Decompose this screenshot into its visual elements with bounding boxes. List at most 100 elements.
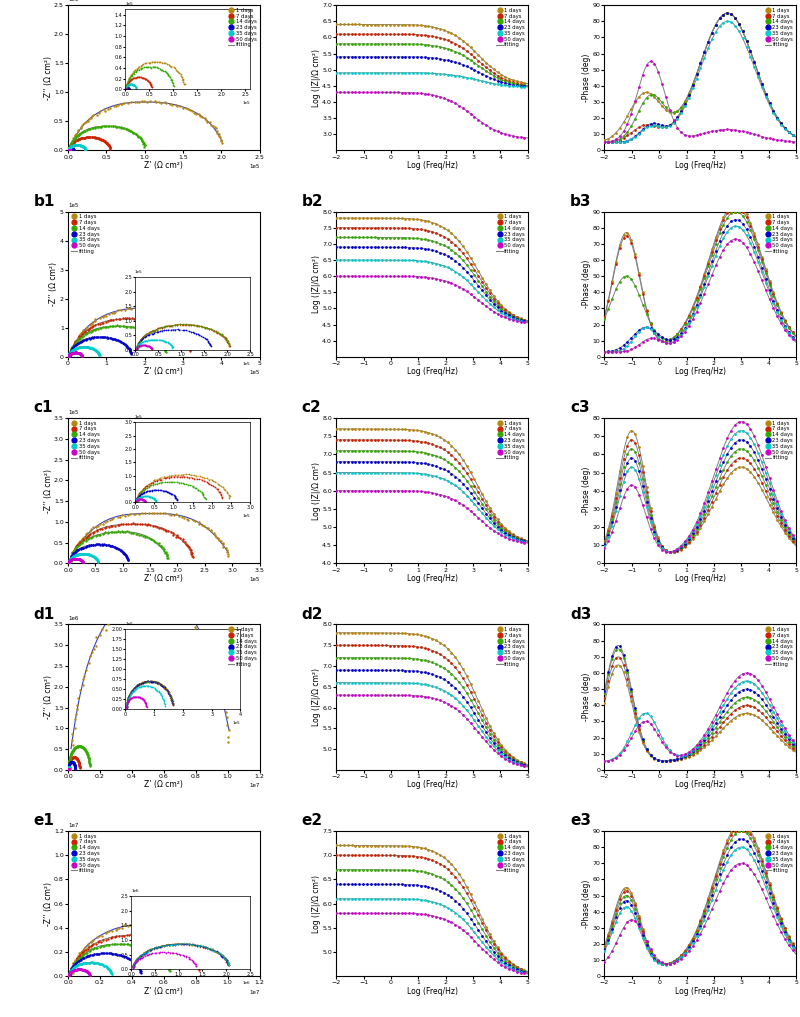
Point bbox=[102, 937, 114, 953]
Point bbox=[71, 948, 84, 964]
Point bbox=[414, 65, 427, 81]
Point bbox=[767, 714, 780, 730]
Point bbox=[426, 457, 438, 473]
Point bbox=[106, 518, 118, 534]
Point bbox=[63, 347, 76, 363]
Point bbox=[106, 512, 118, 528]
Point bbox=[410, 36, 423, 52]
Point bbox=[445, 877, 458, 893]
Point bbox=[62, 761, 75, 777]
Point bbox=[694, 913, 707, 930]
Point bbox=[506, 530, 519, 546]
Point bbox=[618, 344, 630, 360]
Point bbox=[65, 138, 78, 155]
Point bbox=[151, 520, 164, 536]
Point bbox=[690, 524, 703, 540]
Point bbox=[338, 876, 350, 892]
Point bbox=[774, 315, 787, 332]
Point bbox=[698, 276, 710, 292]
Point bbox=[744, 43, 757, 59]
Point bbox=[414, 839, 427, 855]
Point bbox=[68, 336, 81, 352]
Point bbox=[62, 756, 75, 772]
Point bbox=[468, 62, 481, 78]
Point bbox=[468, 684, 481, 701]
Point bbox=[368, 650, 381, 666]
Point bbox=[736, 698, 749, 714]
Point bbox=[438, 246, 450, 262]
Point bbox=[602, 678, 614, 695]
Point bbox=[102, 137, 115, 154]
Point bbox=[77, 138, 90, 155]
Point bbox=[659, 118, 672, 134]
Point bbox=[104, 963, 117, 979]
Point bbox=[426, 28, 438, 45]
Point bbox=[100, 134, 113, 151]
Point bbox=[102, 138, 115, 155]
Point bbox=[633, 915, 646, 932]
Point bbox=[714, 714, 726, 730]
Point bbox=[464, 919, 477, 936]
Point bbox=[510, 78, 523, 95]
Point bbox=[721, 236, 734, 252]
Point bbox=[453, 885, 466, 901]
Point bbox=[625, 885, 638, 901]
Point bbox=[472, 718, 485, 734]
Point bbox=[69, 962, 82, 978]
Point bbox=[63, 760, 76, 776]
Point bbox=[438, 682, 450, 699]
Point bbox=[752, 679, 765, 696]
Point bbox=[77, 327, 90, 344]
Point bbox=[644, 521, 657, 537]
Point bbox=[66, 133, 78, 149]
Point bbox=[342, 26, 354, 43]
Point bbox=[426, 50, 438, 66]
Point bbox=[68, 547, 81, 563]
Point bbox=[349, 662, 362, 678]
Point bbox=[717, 6, 730, 22]
Point bbox=[372, 838, 385, 854]
Point bbox=[426, 468, 438, 484]
Point bbox=[146, 532, 159, 548]
Point bbox=[96, 621, 109, 638]
Point bbox=[63, 141, 76, 158]
Point bbox=[602, 134, 614, 151]
Point bbox=[357, 210, 370, 226]
Point bbox=[733, 676, 746, 693]
Point bbox=[215, 684, 228, 701]
Point bbox=[115, 334, 128, 350]
Point bbox=[778, 515, 791, 531]
Point bbox=[774, 915, 787, 932]
Point bbox=[198, 926, 211, 943]
Point bbox=[64, 346, 77, 362]
Point bbox=[82, 749, 94, 765]
Point bbox=[438, 66, 450, 82]
Point bbox=[782, 530, 795, 546]
Point bbox=[430, 427, 442, 443]
Point bbox=[62, 141, 75, 158]
Point bbox=[368, 84, 381, 101]
Point bbox=[182, 101, 194, 117]
Point bbox=[786, 534, 799, 550]
Point bbox=[391, 220, 404, 236]
Point bbox=[116, 335, 129, 351]
Point bbox=[644, 315, 657, 332]
Point bbox=[395, 847, 408, 863]
Point bbox=[72, 546, 85, 562]
Point bbox=[65, 140, 78, 157]
Point bbox=[771, 110, 784, 126]
Point bbox=[449, 893, 462, 909]
Point bbox=[468, 280, 481, 296]
Point bbox=[68, 757, 81, 773]
Point bbox=[158, 915, 171, 932]
Point bbox=[391, 847, 404, 863]
Point bbox=[82, 964, 94, 980]
Point bbox=[66, 129, 79, 145]
Point bbox=[414, 663, 427, 679]
Point bbox=[73, 759, 86, 775]
Point bbox=[376, 268, 389, 285]
Point bbox=[506, 957, 519, 973]
Point bbox=[430, 50, 442, 66]
Point bbox=[66, 339, 78, 355]
Point bbox=[62, 761, 75, 777]
